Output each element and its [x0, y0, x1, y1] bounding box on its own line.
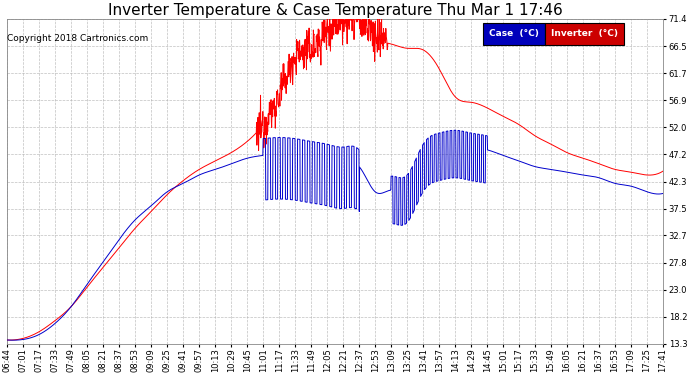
Text: Copyright 2018 Cartronics.com: Copyright 2018 Cartronics.com — [7, 34, 148, 43]
Text: Case  (°C): Case (°C) — [489, 29, 539, 38]
Title: Inverter Temperature & Case Temperature Thu Mar 1 17:46: Inverter Temperature & Case Temperature … — [108, 3, 562, 18]
Text: Inverter  (°C): Inverter (°C) — [551, 29, 618, 38]
